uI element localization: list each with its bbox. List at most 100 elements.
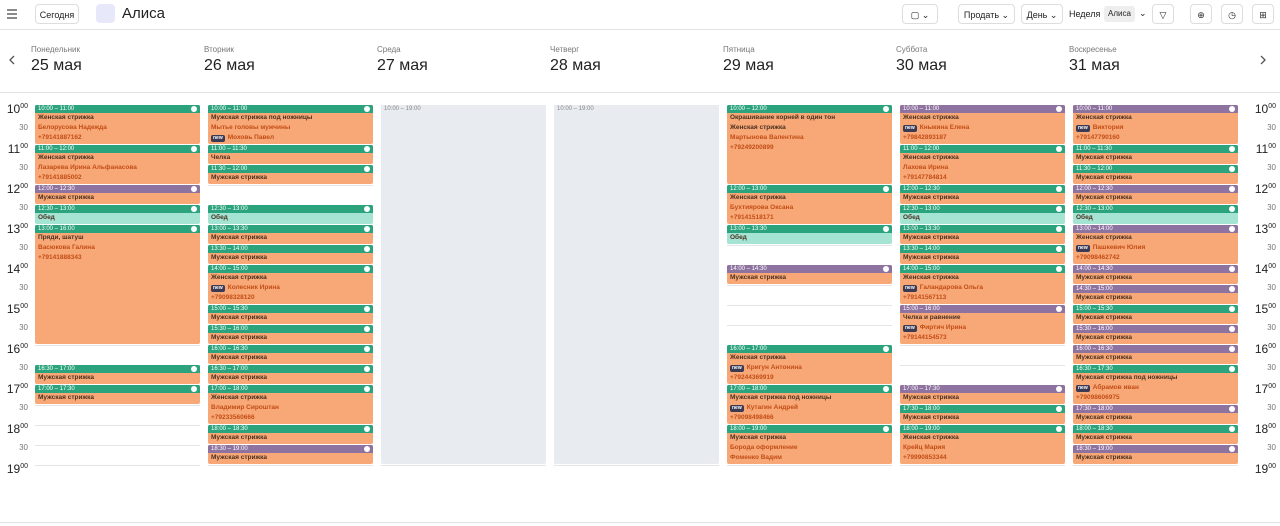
time-text: 18:30 – 19:00 — [1076, 446, 1113, 452]
appointment[interactable]: 13:30 – 14:00 Мужская стрижка — [208, 245, 373, 264]
minute: 00 — [1268, 423, 1276, 430]
appointment[interactable]: 16:00 – 16:30 Мужская стрижка — [1073, 345, 1238, 364]
appointment[interactable]: 13:00 – 13:30 Мужская стрижка — [900, 225, 1065, 244]
appointment[interactable]: 14:00 – 14:30 Мужская стрижка — [1073, 265, 1238, 284]
appointment[interactable]: 12:00 – 12:30 Мужская стрижка — [35, 185, 200, 204]
appointment-time: 17:00 – 18:00 — [208, 385, 373, 393]
staff-chip[interactable]: Алиса — [1104, 6, 1135, 22]
today-button[interactable]: Сегодня — [35, 4, 79, 24]
status-icon — [1229, 406, 1235, 412]
appointment[interactable]: 13:00 – 13:30 Обед — [727, 225, 892, 244]
appointment[interactable]: 16:30 – 17:30 Мужская стрижка под ножницы… — [1073, 365, 1238, 404]
status-icon — [1229, 266, 1235, 272]
prev-week[interactable] — [5, 53, 19, 67]
appointment[interactable]: 11:00 – 11:30 Челка — [208, 145, 373, 164]
status-icon — [1229, 306, 1235, 312]
appointment[interactable]: 10:00 – 11:00 Женская стрижка new Кныкина Е… — [900, 105, 1065, 144]
filter-button[interactable]: ▽ — [1152, 4, 1174, 24]
service: Женская стрижка — [38, 154, 94, 161]
appointment[interactable]: 11:30 – 12:00 Мужская стрижка — [1073, 165, 1238, 184]
appointment[interactable]: 11:00 – 11:30 Мужская стрижка — [1073, 145, 1238, 164]
hour: 18 — [1254, 422, 1269, 436]
hour-label: 1500 — [2, 302, 28, 316]
appointment[interactable]: 10:00 – 12:00 Окрашивание корней в один т… — [727, 105, 892, 184]
zoom-button[interactable]: ⊕ — [1190, 4, 1212, 24]
appointment[interactable]: 12:00 – 12:30 Мужская стрижка — [1073, 185, 1238, 204]
appointment[interactable]: 17:00 – 18:00 Женская стрижка Владимир Сир… — [208, 385, 373, 424]
appointment[interactable]: 14:30 – 15:00 Мужская стрижка — [1073, 285, 1238, 304]
appointment-time: 18:00 – 18:30 — [208, 425, 373, 433]
appointment-time: 18:00 – 19:00 — [900, 425, 1065, 433]
grid-button[interactable]: ⊞ — [1252, 4, 1274, 24]
appointment[interactable]: 12:00 – 13:00 Женская стрижка Бухтиярова О… — [727, 185, 892, 224]
grid-line — [1073, 465, 1238, 466]
appointment[interactable]: 14:00 – 15:00 Женская стрижка new Колесник … — [208, 265, 373, 304]
week-label[interactable]: Неделя — [1069, 9, 1101, 19]
appointment-time: 16:00 – 17:00 — [727, 345, 892, 353]
appointment[interactable]: 18:00 – 18:30 Мужская стрижка — [1073, 425, 1238, 444]
appointment[interactable]: 10:00 – 11:00 Мужская стрижка под ножницы… — [208, 105, 373, 144]
appointment[interactable]: 12:30 – 13:00 Обед — [1073, 205, 1238, 224]
appointment[interactable]: 18:00 – 19:00 Женская стрижка Крейц Мария +… — [900, 425, 1065, 464]
hour-label: 1600 — [2, 342, 28, 356]
appointment[interactable]: 16:30 – 17:00 Мужская стрижка — [35, 365, 200, 384]
day-button[interactable]: День ⌄ — [1021, 4, 1063, 24]
appointment[interactable]: 11:30 – 12:00 Мужская стрижка — [208, 165, 373, 184]
appointment[interactable]: 13:30 – 14:00 Мужская стрижка — [900, 245, 1065, 264]
appointment[interactable]: 12:30 – 13:00 Обед — [35, 205, 200, 224]
calendar-button[interactable]: ▢ ⌄ — [902, 4, 938, 24]
appointment[interactable]: 17:00 – 17:30 Мужская стрижка — [900, 385, 1065, 404]
appointment[interactable]: 15:30 – 16:00 Мужская стрижка — [208, 325, 373, 344]
appointment-time: 10:00 – 11:00 — [208, 105, 373, 113]
appointment[interactable]: 16:30 – 17:00 Мужская стрижка — [208, 365, 373, 384]
appointment[interactable]: 12:00 – 12:30 Мужская стрижка — [900, 185, 1065, 204]
appointment[interactable]: 10:00 – 19:00 — [381, 105, 546, 464]
appointment[interactable]: 10:00 – 11:00 Женская стрижка new Виктория +… — [1073, 105, 1238, 144]
status-icon — [191, 226, 197, 232]
clock-button[interactable]: ◷ — [1221, 4, 1243, 24]
appointment[interactable]: 15:00 – 15:30 Мужская стрижка — [208, 305, 373, 324]
appointment[interactable]: 13:00 – 13:30 Мужская стрижка — [208, 225, 373, 244]
appointment[interactable]: 17:30 – 18:00 Мужская стрижка — [1073, 405, 1238, 424]
appointment[interactable]: 13:00 – 16:00 Пряди, шатуш Васюкова Галина… — [35, 225, 200, 344]
time-text: 14:00 – 14:30 — [730, 266, 767, 272]
client-name: Кныкина Елена — [919, 124, 970, 131]
appointment[interactable]: 18:00 – 19:00 Мужская стрижка Борода оформ… — [727, 425, 892, 464]
appointment[interactable]: 18:00 – 18:30 Мужская стрижка — [208, 425, 373, 444]
menu-icon[interactable] — [4, 6, 20, 22]
time-text: 13:30 – 14:00 — [211, 246, 248, 252]
appointment[interactable]: 17:00 – 18:00 Мужская стрижка под ножницы… — [727, 385, 892, 424]
appointment[interactable]: 11:00 – 12:00 Женская стрижка Лахова Ирина… — [900, 145, 1065, 184]
appointment[interactable]: 16:00 – 17:00 Женская стрижка new Кригун Ан… — [727, 345, 892, 384]
appointment[interactable]: 18:30 – 19:00 Мужская стрижка — [208, 445, 373, 464]
hour-label: 1000 — [2, 102, 28, 116]
hour-label: 1200 — [2, 182, 28, 196]
appointment[interactable]: 15:00 – 15:30 Мужская стрижка — [1073, 305, 1238, 324]
appointment[interactable]: 17:30 – 18:00 Мужская стрижка — [900, 405, 1065, 424]
appointment[interactable]: 17:00 – 17:30 Мужская стрижка — [35, 385, 200, 404]
appointment[interactable]: 12:30 – 13:00 Обед — [900, 205, 1065, 224]
service: Мужская стрижка — [211, 314, 267, 321]
chip-arrow[interactable]: ⌄ — [1139, 8, 1147, 18]
appointment[interactable]: 15:30 – 16:00 Мужская стрижка — [1073, 325, 1238, 344]
appointment[interactable]: 14:00 – 14:30 Мужская стрижка — [727, 265, 892, 284]
appointment[interactable]: 15:00 – 16:00 Челка и равнение new Фиртич И… — [900, 305, 1065, 344]
appointment-time: 16:30 – 17:00 — [208, 365, 373, 373]
grid-line — [900, 465, 1065, 466]
sell-button[interactable]: Продать ⌄ — [958, 4, 1015, 24]
appointment[interactable]: 13:00 – 14:00 Женская стрижка new Пашкевич … — [1073, 225, 1238, 264]
appointment[interactable]: 10:00 – 19:00 — [554, 105, 719, 464]
grid-line — [900, 345, 1065, 346]
status-icon — [1229, 166, 1235, 172]
service: Женская стрижка — [211, 394, 267, 401]
appointment[interactable]: 18:30 – 19:00 Мужская стрижка — [1073, 445, 1238, 464]
appointment[interactable]: 10:00 – 11:00 Женская стрижка Белорусова Н… — [35, 105, 200, 144]
service: Мужская стрижка под ножницы — [1076, 374, 1178, 381]
appointment[interactable]: 16:00 – 16:30 Мужская стрижка — [208, 345, 373, 364]
appointment-time: 17:00 – 18:00 — [727, 385, 892, 393]
appointment[interactable]: 14:00 – 15:00 Женская стрижка new Галандаро… — [900, 265, 1065, 304]
next-week[interactable] — [1256, 53, 1270, 67]
client-line: new Пашкевич Юлия — [1073, 243, 1238, 253]
appointment[interactable]: 12:30 – 13:00 Обед — [208, 205, 373, 224]
appointment[interactable]: 11:00 – 12:00 Женская стрижка Лазарева Ири… — [35, 145, 200, 184]
